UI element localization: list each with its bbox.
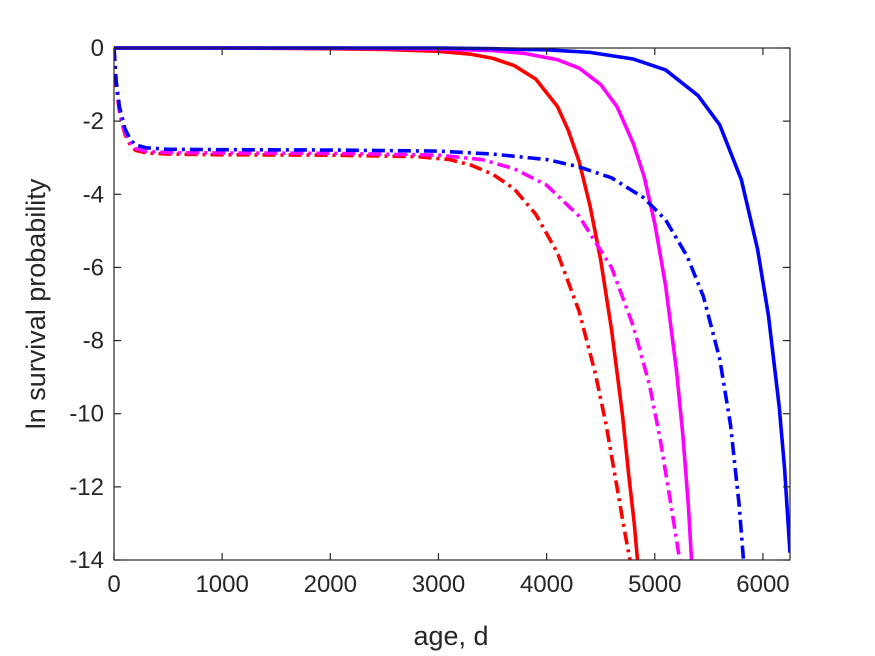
x-tick-label-3000: 3000 [412,571,465,598]
series-line-4 [114,47,632,560]
series-line-6 [114,47,746,560]
x-tick-label-6000: 6000 [736,571,789,598]
y-tick-label--4: -4 [83,181,104,208]
y-tick-label--14: -14 [69,547,104,574]
x-tick-label-1000: 1000 [195,571,248,598]
x-tick-label-4000: 4000 [520,571,573,598]
y-tick-label--10: -10 [69,401,104,428]
y-axis-title: ln survival probability [21,178,51,429]
x-tick-label-5000: 5000 [628,571,681,598]
y-tick-label--2: -2 [83,108,104,135]
x-tick-label-0: 0 [107,571,120,598]
axes-layer: 0 1000 2000 3000 4000 5000 6000 0 -2 -4 -6 -8 -10 -12… [69,35,791,598]
y-tick-label--12: -12 [69,474,104,501]
y-tick-label--8: -8 [83,328,104,355]
x-tick-label-2000: 2000 [304,571,357,598]
y-tick-label--6: -6 [83,254,104,281]
y-tick-label-0: 0 [91,35,104,62]
axes-box [113,47,791,561]
x-axis-title: age, d [413,621,488,651]
